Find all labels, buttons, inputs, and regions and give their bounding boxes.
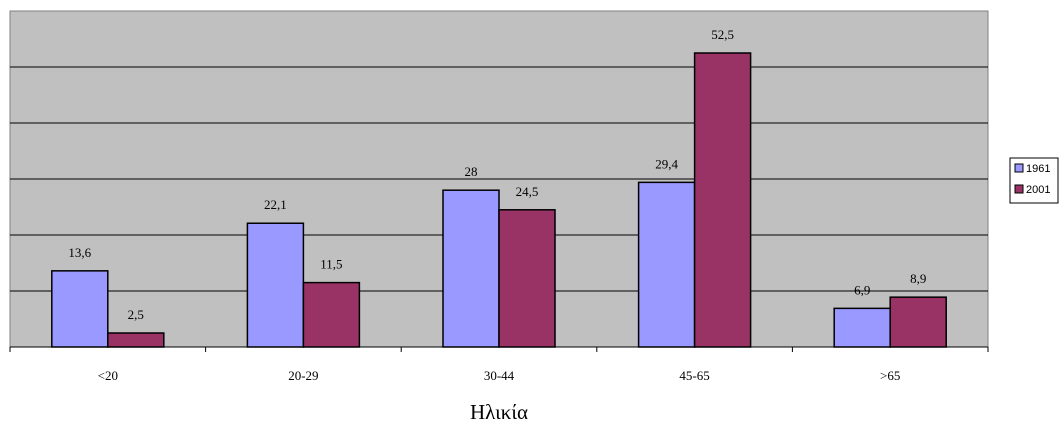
legend-label-1961: 1961 [1026,163,1050,175]
data-label-2001: 8,9 [910,271,926,286]
x-tick-label: 30-44 [484,368,515,383]
bar-2001 [889,296,947,348]
bar-2001 [302,281,361,348]
data-labels: 13,6 22,1 28 29,4 6,9 2,5 11,5 24,5 52,5 8,9 [68,27,926,322]
bars [51,52,947,348]
data-label-1961: 28 [465,164,478,179]
x-tick-label: <20 [98,368,118,383]
data-label-1961: 29,4 [655,156,678,171]
data-label-1961: 22,1 [264,197,287,212]
data-label-1961: 13,6 [68,245,91,260]
data-label-2001: 11,5 [320,257,342,272]
data-label-1961: 6,9 [854,282,870,297]
legend: 1961 2001 [1009,157,1059,204]
bar-1961 [833,307,891,348]
bar-1961 [442,189,500,348]
bar-1961 [637,181,696,348]
x-axis-ticks: <20 20-29 30-44 45-65 >65 [9,347,989,383]
legend-swatch-1961 [1014,163,1024,173]
bar-2001 [498,209,556,348]
data-label-2001: 24,5 [516,184,539,199]
bar-2001 [107,332,165,348]
x-tick-label: >65 [880,368,900,383]
x-tick-label: 20-29 [288,368,318,383]
x-axis-title: Ηλικία [470,400,528,421]
bar-1961 [246,222,305,348]
x-tick-label: 45-65 [679,368,709,383]
bar-1961 [51,270,109,348]
data-label-2001: 52,5 [711,27,734,42]
legend-swatch-2001 [1014,184,1024,194]
data-label-2001: 2,5 [128,307,144,322]
bar-2001 [693,52,752,348]
legend-label-2001: 2001 [1026,184,1050,196]
